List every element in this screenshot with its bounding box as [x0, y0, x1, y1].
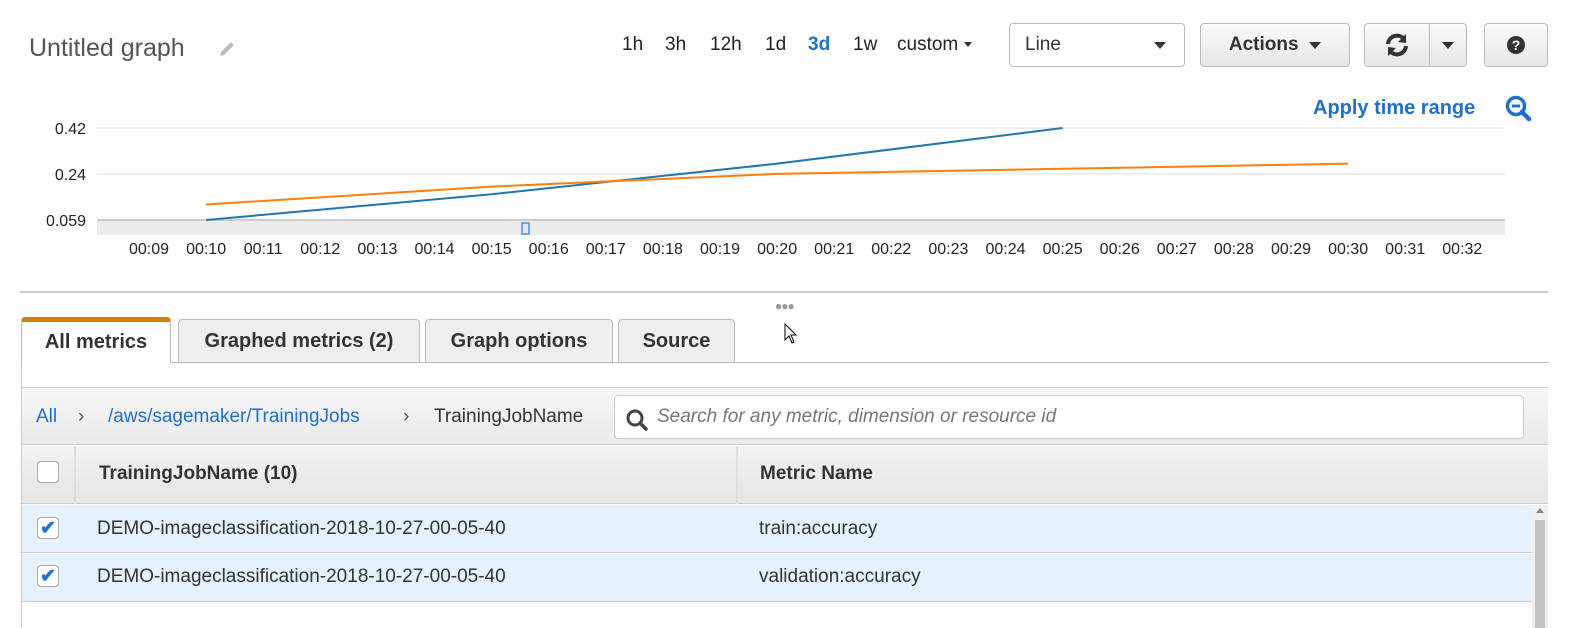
x-tick-label: 00:24 [985, 241, 1025, 258]
x-tick-label: 00:27 [1157, 241, 1197, 258]
range-1w[interactable]: 1w [853, 34, 878, 55]
x-tick-label: 00:31 [1385, 241, 1425, 258]
svg-text:?: ? [1512, 37, 1521, 53]
y-tick-label: 0.059 [46, 213, 86, 230]
breadcrumb-dimension: TrainingJobName [434, 406, 584, 427]
x-tick-label: 00:26 [1100, 241, 1140, 258]
range-custom[interactable]: custom [897, 34, 972, 56]
row-checkbox[interactable]: ✔ [37, 565, 59, 587]
breadcrumb-namespace[interactable]: /aws/sagemaker/TrainingJobs [108, 406, 360, 427]
x-tick-label: 00:32 [1442, 241, 1482, 258]
x-tick-label: 00:11 [244, 241, 283, 258]
x-tick-label: 00:17 [586, 241, 626, 258]
apply-time-range-link[interactable]: Apply time range [1313, 97, 1476, 119]
y-tick-label: 0.24 [55, 167, 86, 184]
chart-type-select[interactable]: Line [1009, 23, 1185, 67]
refresh-icon [1386, 33, 1408, 57]
x-tick-label: 00:30 [1328, 241, 1368, 258]
table-header [22, 446, 1548, 504]
actions-button[interactable]: Actions [1200, 23, 1350, 67]
edit-pencil-icon[interactable] [216, 38, 238, 60]
chart-type-value: Line [1025, 34, 1061, 55]
breadcrumb-separator: › [403, 406, 410, 427]
graph-title[interactable]: Untitled graph [29, 34, 185, 62]
search-input[interactable] [657, 406, 1507, 428]
row-checkbox[interactable]: ✔ [37, 517, 59, 539]
active-tab-gap [22, 361, 170, 364]
help-button[interactable]: ? [1484, 23, 1548, 67]
select-all-checkbox[interactable] [37, 461, 59, 483]
caret-down-icon [963, 42, 972, 48]
help-icon: ? [1507, 36, 1525, 54]
breadcrumb-all[interactable]: All [36, 406, 58, 427]
x-tick-label: 00:25 [1043, 241, 1083, 258]
job-name-cell: DEMO-imageclassification-2018-10-27-00-0… [97, 566, 506, 587]
resize-handle-icon[interactable]: ●●● [775, 299, 795, 313]
mouse-cursor-icon [784, 323, 798, 344]
tab-source[interactable]: Source [618, 319, 735, 363]
x-tick-label: 00:23 [928, 241, 968, 258]
tab-graph-options[interactable]: Graph options [425, 319, 613, 363]
refresh-options-button[interactable] [1429, 23, 1467, 67]
column-header-metric-name[interactable]: Metric Name [760, 463, 873, 484]
table-row[interactable]: ✔ DEMO-imageclassification-2018-10-27-00… [22, 505, 1532, 553]
x-tick-label: 00:22 [871, 241, 911, 258]
search-box[interactable] [614, 395, 1524, 439]
series-line-1 [206, 127, 1063, 221]
search-icon [626, 409, 648, 431]
refresh-button[interactable] [1364, 23, 1430, 67]
x-tick-label: 00:13 [357, 241, 397, 258]
time-brush-band [97, 220, 1505, 235]
x-tick-label: 00:15 [472, 241, 512, 258]
x-tick-label: 00:09 [129, 241, 169, 258]
column-divider [736, 446, 738, 504]
tab-graphed-metrics[interactable]: Graphed metrics (2) [178, 319, 420, 363]
brush-handle [521, 222, 530, 235]
caret-down-icon [1309, 41, 1322, 49]
caret-down-icon [1442, 41, 1454, 49]
x-tick-label: 00:19 [700, 241, 740, 258]
tab-baseline [21, 362, 1549, 363]
metric-name-cell: validation:accuracy [759, 566, 921, 587]
x-tick-label: 00:20 [757, 241, 797, 258]
x-tick-label: 00:14 [414, 241, 454, 258]
scrollbar-thumb[interactable] [1535, 520, 1545, 628]
range-1h[interactable]: 1h [622, 34, 644, 55]
column-header-job-name[interactable]: TrainingJobName (10) [99, 463, 298, 484]
series-line-2 [206, 162, 1349, 206]
y-tick-label: 0.42 [55, 121, 86, 138]
custom-label: custom [897, 34, 959, 55]
range-1d[interactable]: 1d [765, 34, 787, 55]
range-3d[interactable]: 3d [808, 34, 831, 55]
breadcrumb-separator: › [78, 406, 85, 427]
table-row[interactable]: ✔ DEMO-imageclassification-2018-10-27-00… [22, 554, 1532, 602]
column-divider [74, 446, 76, 504]
range-3h[interactable]: 3h [665, 34, 687, 55]
tab-all-metrics[interactable]: All metrics [21, 317, 171, 363]
panel-divider [20, 291, 1548, 293]
job-name-cell: DEMO-imageclassification-2018-10-27-00-0… [97, 518, 506, 539]
scroll-up-icon[interactable] [1536, 508, 1544, 513]
x-tick-label: 00:16 [529, 241, 569, 258]
zoom-out-icon[interactable] [1504, 94, 1532, 122]
x-tick-label: 00:28 [1214, 241, 1254, 258]
actions-label: Actions [1228, 34, 1299, 55]
caret-down-icon [1154, 41, 1166, 49]
metrics-chart: 0.42 0.24 0.059 00:09 00:10 00:11 00:12 00:13 00… [46, 121, 1505, 258]
x-tick-label: 00:10 [186, 241, 226, 258]
x-tick-label: 00:21 [814, 241, 854, 258]
metric-name-cell: train:accuracy [759, 518, 878, 539]
x-tick-label: 00:12 [300, 241, 340, 258]
x-tick-label: 00:18 [643, 241, 683, 258]
x-tick-label: 00:29 [1271, 241, 1311, 258]
range-12h[interactable]: 12h [710, 34, 742, 55]
